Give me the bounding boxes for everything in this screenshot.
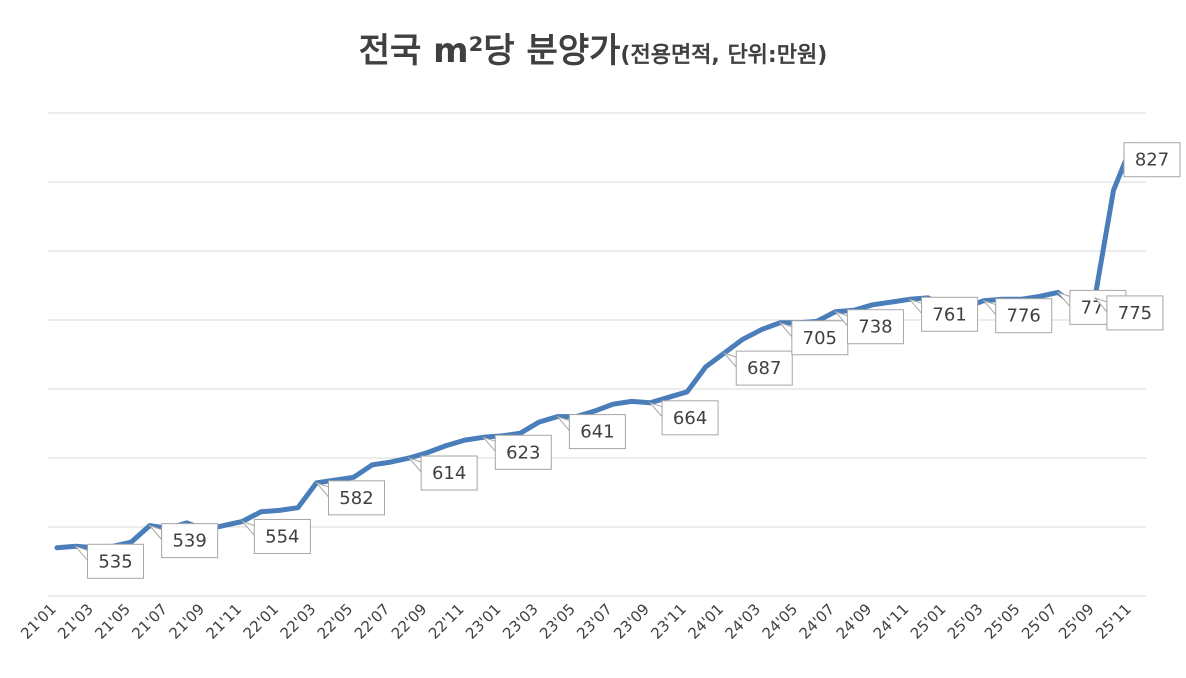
data-label-pointer bbox=[908, 298, 923, 315]
x-tick-label: 21'01 bbox=[17, 600, 60, 643]
x-tick-label: 25'03 bbox=[944, 600, 987, 643]
x-tick-label: 24'03 bbox=[721, 600, 764, 643]
data-label-box bbox=[791, 320, 849, 356]
data-label-pointer bbox=[240, 520, 255, 537]
series-line bbox=[54, 142, 1135, 551]
data-label-text: 539 bbox=[172, 531, 206, 552]
data-label-box bbox=[995, 298, 1053, 334]
data-label-box bbox=[1123, 142, 1181, 178]
x-tick-label: 21'07 bbox=[128, 600, 171, 643]
x-tick-label: 25'07 bbox=[1018, 600, 1061, 643]
data-label: 705 bbox=[778, 320, 849, 356]
x-tick-label: 21'05 bbox=[91, 600, 134, 643]
data-label-pointer bbox=[648, 401, 663, 419]
data-label-text: 582 bbox=[339, 488, 373, 509]
data-label-box bbox=[494, 434, 552, 470]
data-label-text: 664 bbox=[673, 408, 707, 429]
x-tick-label: 25'01 bbox=[907, 600, 950, 643]
data-label-pointer bbox=[481, 436, 496, 453]
x-tick-label: 22'03 bbox=[277, 600, 320, 643]
x-tick-label: 22'07 bbox=[351, 600, 394, 643]
data-label-box bbox=[846, 309, 904, 345]
data-label: 827 bbox=[1123, 142, 1181, 178]
data-label-pointer bbox=[982, 299, 997, 317]
x-tick-label: 23'01 bbox=[462, 600, 505, 643]
data-label-pointer bbox=[407, 456, 422, 474]
data-label: 776 bbox=[982, 298, 1053, 334]
data-label-text: 687 bbox=[747, 358, 781, 379]
data-label: 554 bbox=[240, 518, 311, 554]
data-label: 664 bbox=[648, 400, 719, 436]
data-label: 641 bbox=[555, 414, 626, 450]
x-tick-label: 22'09 bbox=[388, 600, 431, 643]
x-tick-label: 23'03 bbox=[499, 600, 542, 643]
data-label: 687 bbox=[722, 350, 793, 386]
data-label-text: 775 bbox=[1118, 303, 1152, 324]
data-label-box bbox=[568, 414, 626, 450]
x-tick-label: 24'07 bbox=[796, 600, 839, 643]
x-tick-label: 22'11 bbox=[425, 600, 468, 643]
data-label-text: 738 bbox=[858, 317, 892, 338]
data-label-box bbox=[661, 400, 719, 436]
data-label-text: 641 bbox=[580, 422, 614, 443]
data-label-box bbox=[921, 296, 979, 332]
data-label-box bbox=[327, 480, 385, 516]
x-tick-label: 23'05 bbox=[536, 600, 579, 643]
data-label-text: 705 bbox=[803, 328, 837, 349]
data-label-text: 554 bbox=[265, 526, 299, 547]
x-axis-ticks: 21'0121'0321'0521'0721'0921'1122'0122'03… bbox=[17, 600, 1135, 643]
x-tick-label: 24'01 bbox=[684, 600, 727, 643]
data-label-box bbox=[420, 455, 478, 491]
chart-title-sub: (전용면적, 단위:만원) bbox=[620, 43, 827, 68]
data-label: 535 bbox=[73, 543, 145, 579]
chart-title: 전국 m²당 분양가(전용면적, 단위:만원) bbox=[359, 31, 828, 71]
data-label-pointer bbox=[314, 481, 329, 499]
x-tick-label: 21'03 bbox=[54, 600, 97, 643]
data-label: 582 bbox=[314, 480, 385, 516]
data-label-pointer bbox=[1056, 291, 1071, 308]
data-label: 775 bbox=[1093, 295, 1164, 331]
data-label-box bbox=[735, 350, 793, 386]
data-label-text: 776 bbox=[1007, 306, 1041, 327]
chart-title-main: 전국 m²당 분양가 bbox=[359, 31, 621, 71]
data-label-text: 614 bbox=[432, 463, 466, 484]
x-tick-label: 24'09 bbox=[833, 600, 876, 643]
x-tick-label: 21'11 bbox=[203, 600, 246, 643]
x-tick-label: 24'11 bbox=[870, 600, 913, 643]
data-label-box bbox=[1106, 295, 1164, 331]
x-tick-label: 25'11 bbox=[1092, 600, 1135, 643]
gridlines bbox=[48, 112, 1146, 597]
series-layer bbox=[54, 142, 1135, 551]
data-label-box bbox=[87, 543, 145, 579]
data-label: 539 bbox=[148, 523, 219, 559]
x-tick-label: 23'11 bbox=[647, 600, 690, 643]
data-label-text: 535 bbox=[98, 551, 132, 572]
data-label: 614 bbox=[407, 455, 478, 491]
x-tick-label: 25'05 bbox=[981, 600, 1024, 643]
x-tick-label: 21'09 bbox=[165, 600, 208, 643]
data-label: 738 bbox=[833, 309, 904, 345]
x-tick-label: 23'09 bbox=[610, 600, 653, 643]
data-label: 623 bbox=[481, 434, 552, 470]
x-tick-label: 22'05 bbox=[314, 600, 357, 643]
x-tick-label: 22'01 bbox=[240, 600, 283, 643]
x-tick-label: 24'05 bbox=[759, 600, 802, 643]
data-label-box bbox=[253, 518, 311, 554]
data-label-box bbox=[161, 523, 219, 559]
data-label-text: 827 bbox=[1135, 150, 1169, 171]
x-tick-label: 23'07 bbox=[573, 600, 616, 643]
data-label-text: 761 bbox=[932, 304, 966, 325]
x-tick-label: 25'09 bbox=[1055, 600, 1098, 643]
data-labels: 535 539 554 582 614 623 641 664 687 705 738 761 776 7… bbox=[73, 142, 1181, 579]
data-label: 761 bbox=[908, 296, 979, 332]
data-label-text: 623 bbox=[506, 442, 540, 463]
data-label-pointer bbox=[722, 352, 737, 369]
